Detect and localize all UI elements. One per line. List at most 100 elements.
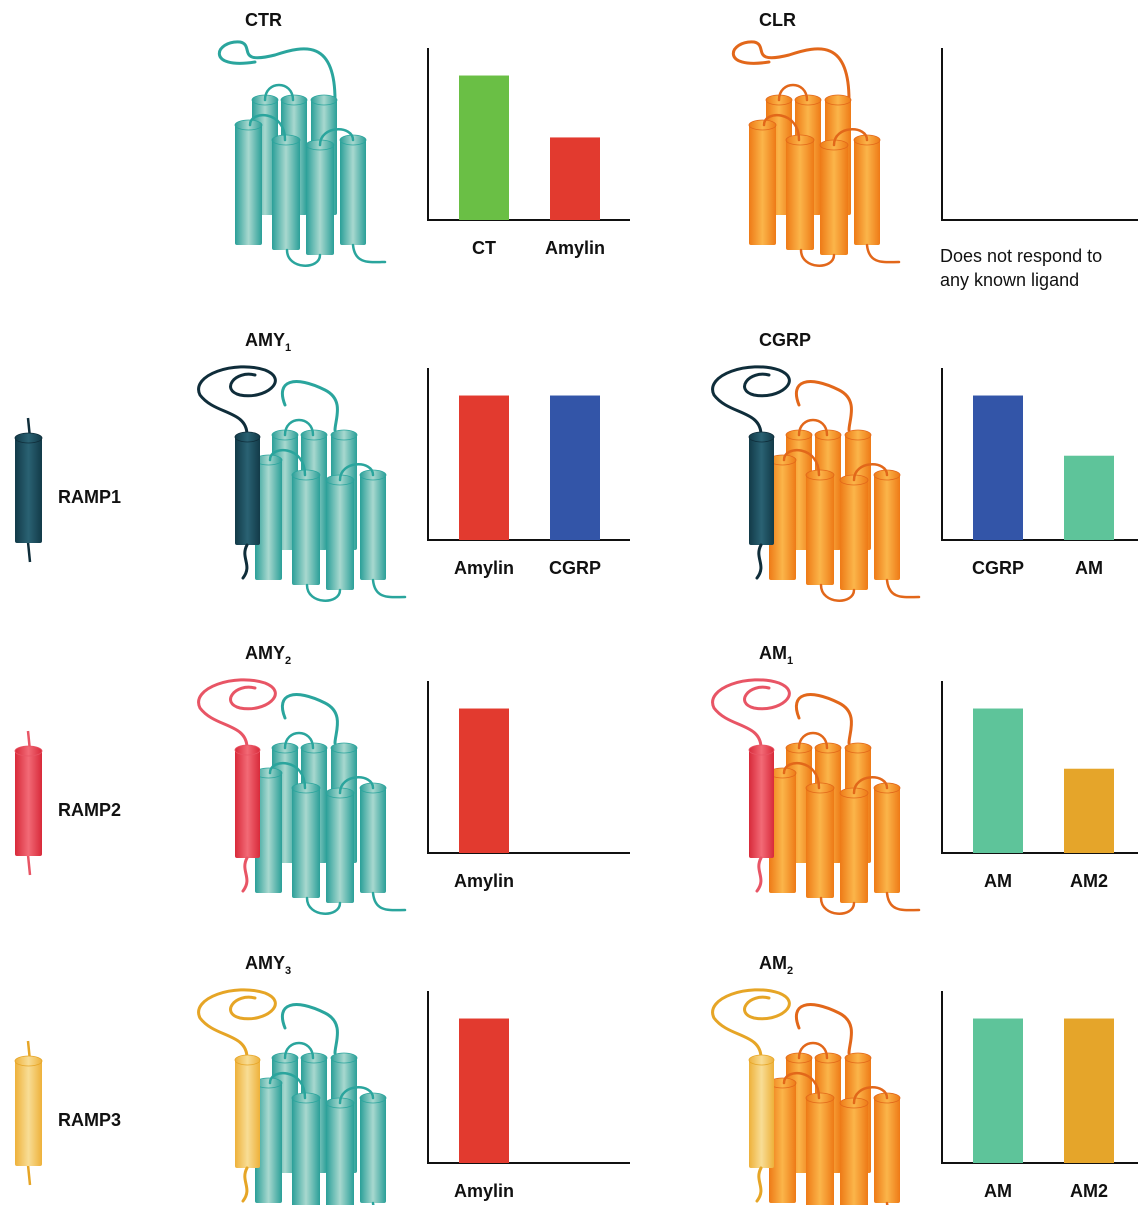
- loop: [371, 578, 407, 599]
- loop: [797, 418, 829, 437]
- helix-top: [234, 744, 261, 756]
- loop: [283, 1041, 315, 1060]
- helix: [255, 773, 282, 893]
- bar: [1064, 768, 1114, 853]
- loop: [305, 583, 342, 602]
- panel-title: CTR: [245, 10, 282, 30]
- loop: [852, 1086, 889, 1105]
- note: any known ligand: [940, 270, 1079, 290]
- loop: [711, 678, 791, 750]
- helix: [292, 1098, 320, 1205]
- helix: [840, 793, 868, 903]
- loop: [797, 1041, 829, 1060]
- helix: [360, 1098, 386, 1203]
- loop: [777, 83, 809, 102]
- bar: [459, 708, 509, 853]
- helix-top: [330, 1052, 358, 1064]
- loop: [351, 243, 387, 264]
- loop: [371, 891, 407, 912]
- loop: [782, 761, 821, 790]
- note: Does not respond to: [940, 246, 1102, 266]
- loop: [241, 543, 249, 580]
- helix: [749, 437, 774, 545]
- bar-label: Amylin: [454, 1181, 514, 1201]
- loop: [280, 693, 339, 745]
- helix-top: [748, 431, 775, 443]
- bar: [550, 395, 600, 540]
- loop: [852, 463, 889, 482]
- loop: [885, 578, 921, 599]
- title-text: AM: [759, 643, 787, 663]
- title-sub: 2: [285, 655, 291, 667]
- helix: [820, 145, 848, 255]
- helix-top: [14, 432, 43, 444]
- title-text: AMY: [245, 330, 285, 350]
- bar: [459, 395, 509, 540]
- title-text: CLR: [759, 10, 796, 30]
- title-sub: 1: [285, 342, 291, 354]
- panel-title: AMY2: [245, 643, 291, 667]
- helix: [255, 1083, 282, 1203]
- loop: [283, 731, 315, 750]
- loop: [280, 380, 339, 432]
- helix: [806, 788, 834, 898]
- helix-top: [748, 744, 775, 756]
- helix: [769, 460, 796, 580]
- loop: [885, 891, 921, 912]
- title-sub: 1: [787, 655, 793, 667]
- helix: [874, 1098, 900, 1203]
- loop: [280, 1003, 339, 1055]
- helix: [235, 750, 260, 858]
- loop: [268, 448, 307, 477]
- helix: [874, 788, 900, 893]
- loop: [241, 856, 249, 893]
- bar-label: AM: [1075, 558, 1103, 578]
- helix-top: [330, 429, 358, 441]
- helix: [360, 788, 386, 893]
- helix: [840, 480, 868, 590]
- bar-label: AM2: [1070, 871, 1108, 891]
- ramp-label: RAMP3: [58, 1110, 121, 1130]
- loop: [832, 128, 869, 147]
- loop: [755, 856, 763, 893]
- panel-title: AM2: [759, 953, 793, 977]
- bar: [1064, 455, 1114, 540]
- helix-top: [330, 742, 358, 754]
- loop: [865, 243, 901, 264]
- loop: [263, 83, 295, 102]
- helix-top: [844, 1052, 872, 1064]
- panel-title: AMY1: [245, 330, 291, 354]
- loop: [731, 40, 851, 102]
- axes: [427, 681, 630, 854]
- helix: [840, 1103, 868, 1205]
- panel-title: AM1: [759, 643, 793, 667]
- helix: [306, 145, 334, 255]
- helix-top: [14, 1055, 43, 1067]
- loop: [799, 248, 836, 267]
- bar: [973, 395, 1023, 540]
- helix: [749, 1060, 774, 1168]
- helix-top: [234, 1054, 261, 1066]
- loop: [819, 583, 856, 602]
- helix: [235, 125, 262, 245]
- loop: [338, 463, 375, 482]
- bar: [1064, 1018, 1114, 1163]
- loop: [197, 678, 277, 750]
- bar: [973, 708, 1023, 853]
- title-text: CGRP: [759, 330, 811, 350]
- loop: [338, 1086, 375, 1105]
- loop: [197, 365, 277, 437]
- helix: [786, 140, 814, 250]
- title-text: AM: [759, 953, 787, 973]
- helix: [854, 140, 880, 245]
- loop: [285, 248, 322, 267]
- helix: [806, 1098, 834, 1205]
- bar: [459, 1018, 509, 1163]
- loop: [755, 543, 763, 580]
- loop: [794, 1003, 853, 1055]
- helix: [749, 750, 774, 858]
- loop: [283, 418, 315, 437]
- loop: [794, 693, 853, 745]
- loop: [305, 896, 342, 915]
- helix-top: [234, 431, 261, 443]
